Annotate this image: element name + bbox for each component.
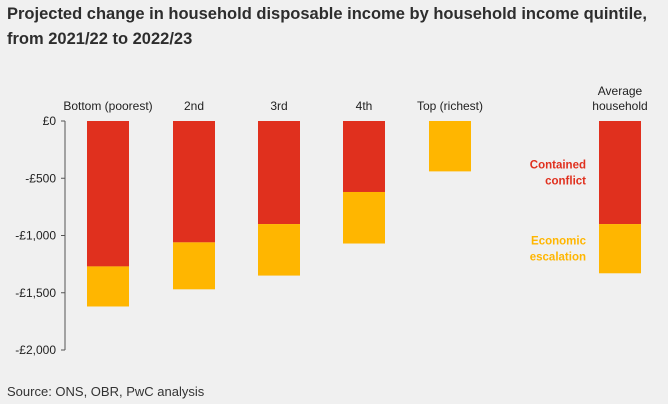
chart-title: Projected change in household disposable… [7, 5, 647, 48]
bar-segment [429, 121, 471, 172]
legend-label: conflict [545, 176, 586, 188]
y-tick-label: -£1,500 [15, 286, 56, 300]
y-tick-label: -£500 [25, 171, 56, 185]
source-note: Source: ONS, OBR, PwC analysis [7, 384, 205, 399]
bar-segment [599, 224, 641, 274]
legend-label: Economic [531, 236, 587, 248]
bar-segment [173, 242, 215, 290]
category-label: Top (richest) [417, 99, 483, 113]
y-tick-label: -£2,000 [15, 343, 56, 357]
bar-segment [173, 121, 215, 243]
bar-segment [258, 121, 300, 225]
bar-segment [258, 224, 300, 276]
category-label: 3rd [270, 99, 287, 113]
bar-segment [343, 121, 385, 192]
category-label: Bottom (poorest) [63, 99, 152, 113]
legend-label: Contained [530, 160, 586, 172]
category-label: Average [598, 84, 643, 98]
bar-segment [87, 121, 129, 267]
category-label: 4th [356, 99, 373, 113]
bar-segment [343, 191, 385, 244]
legend-label: escalation [530, 252, 586, 264]
bar-segment [599, 121, 641, 225]
label-layer: Bottom (poorest) 2nd 3rd 4th Top (richest) Av… [63, 84, 647, 264]
y-tick-label: £0 [43, 114, 57, 128]
y-tick-label: -£1,000 [15, 229, 56, 243]
bar-layer [87, 121, 641, 307]
bar-segment [87, 266, 129, 307]
category-label: household [592, 99, 647, 113]
category-label: 2nd [184, 99, 204, 113]
axis-layer: £0 -£500 -£1,000 -£1,500 -£2,000 [15, 114, 66, 357]
